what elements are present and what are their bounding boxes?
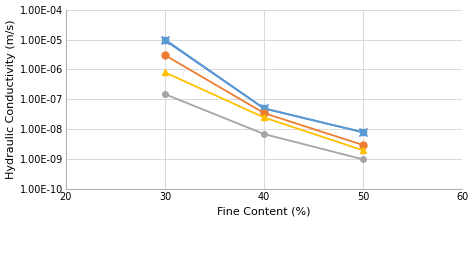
(+4%) — [360, 158, 366, 161]
(-4%) — [360, 131, 366, 134]
Legend: (-4%), (-2%), OMC (0%), (+2%), (+4%): (-4%), (-2%), OMC (0%), (+2%), (+4%) — [110, 262, 419, 263]
(+2%) — [360, 149, 366, 152]
OMC (0%) — [162, 54, 168, 57]
(-4%) — [162, 39, 168, 42]
(+2%) — [162, 71, 168, 74]
(-4%) — [261, 107, 267, 110]
(-2%) — [162, 38, 168, 41]
OMC (0%) — [360, 144, 366, 147]
(+4%) — [261, 133, 267, 136]
Line: (-4%): (-4%) — [161, 36, 367, 136]
(-2%) — [360, 131, 366, 134]
Line: OMC (0%): OMC (0%) — [162, 52, 367, 149]
X-axis label: Fine Content (%): Fine Content (%) — [218, 206, 311, 216]
Line: (+4%): (+4%) — [162, 92, 366, 162]
(+2%) — [261, 116, 267, 119]
OMC (0%) — [261, 112, 267, 115]
Line: (-2%): (-2%) — [162, 36, 367, 136]
(-2%) — [261, 107, 267, 110]
Y-axis label: Hydraulic Conductivity (m/s): Hydraulic Conductivity (m/s) — [6, 20, 16, 179]
Line: (+2%): (+2%) — [162, 69, 367, 154]
(+4%) — [162, 93, 168, 96]
